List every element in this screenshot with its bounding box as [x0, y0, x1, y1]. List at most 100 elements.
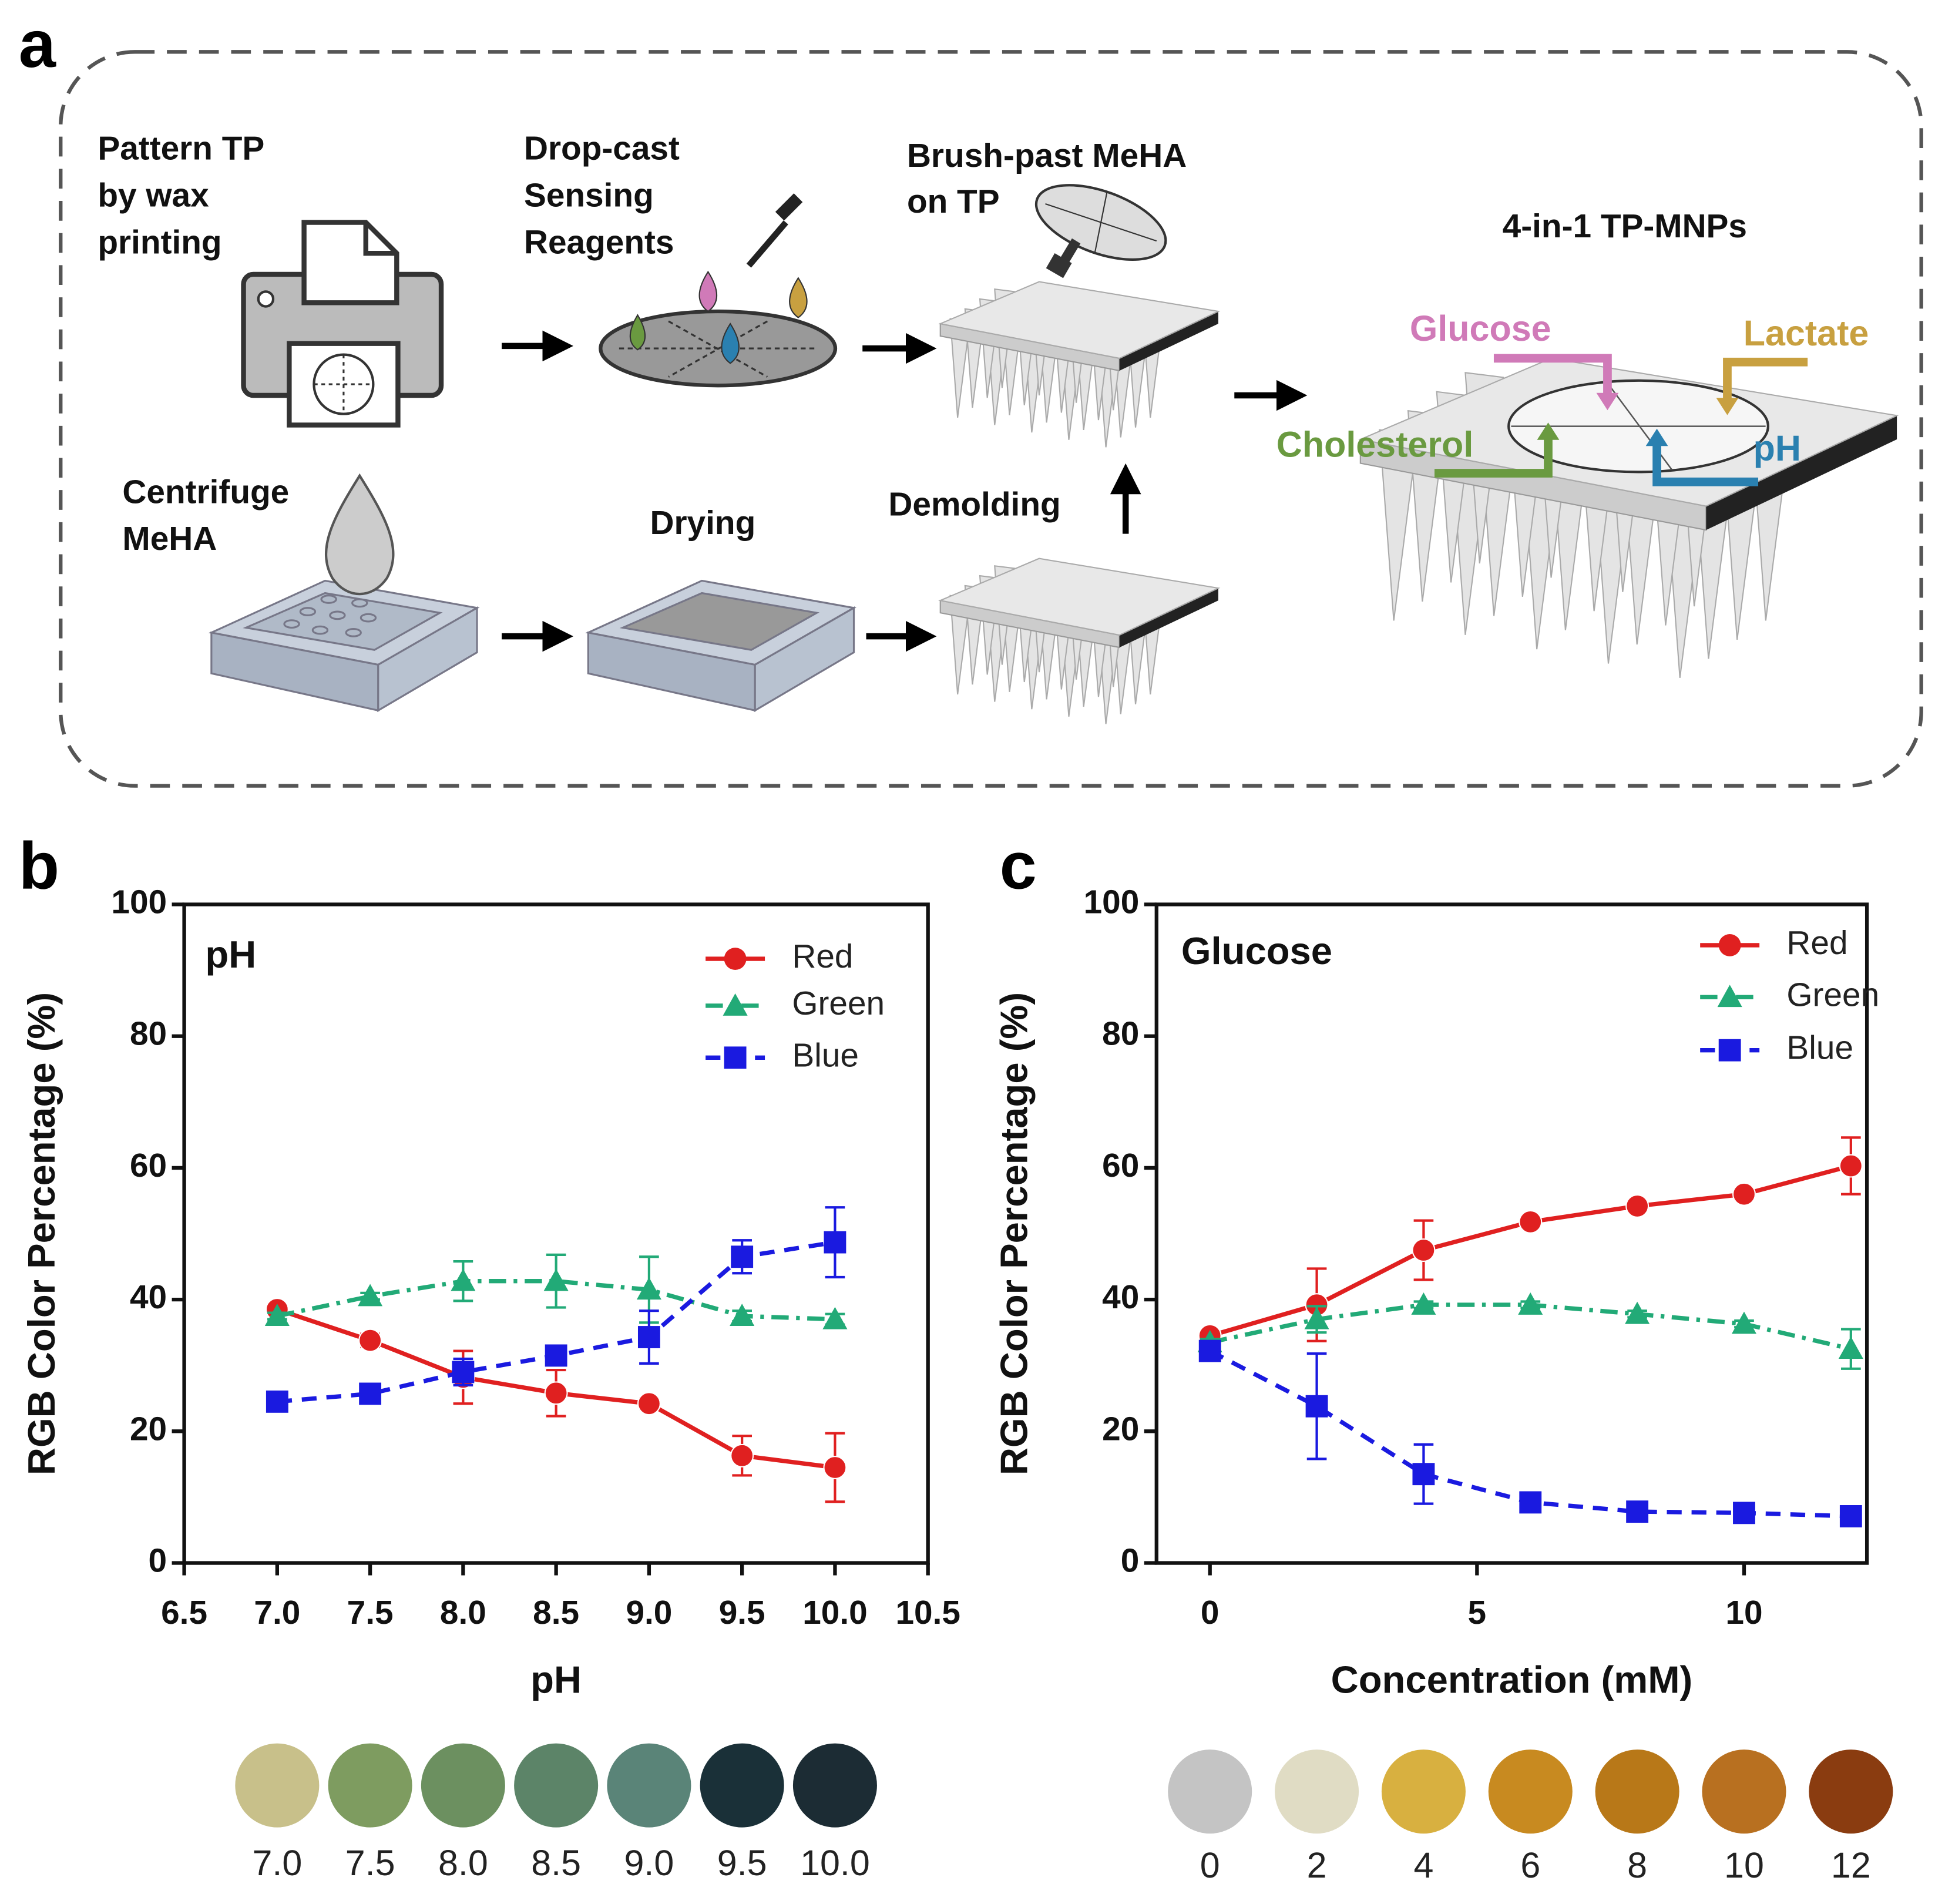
patch-top: [938, 558, 1221, 636]
flow-arrows: [502, 330, 1308, 652]
data-point: [730, 1443, 754, 1468]
y-tick-label: 20: [1102, 1411, 1139, 1448]
legend-marker: [724, 1046, 747, 1069]
step-label: on TP: [907, 183, 1000, 220]
y-axis-label: RGB Color Percentage (%): [20, 992, 63, 1475]
data-point: [358, 1328, 382, 1352]
y-tick-label: 40: [130, 1279, 167, 1316]
data-point: [1304, 1307, 1329, 1329]
droplet: [324, 473, 395, 596]
legend-marker: [724, 948, 747, 970]
swatch-label: 9.5: [717, 1843, 767, 1883]
swatch-label: 10: [1724, 1845, 1764, 1885]
analyte-arrowhead: [1537, 422, 1560, 440]
data-point: [1838, 1337, 1863, 1359]
color-swatch: [1488, 1749, 1573, 1834]
data-point: [543, 1268, 569, 1291]
swatch-label: 8: [1627, 1845, 1647, 1885]
data-point: [266, 1390, 288, 1413]
color-swatch: [235, 1743, 320, 1828]
data-point: [1518, 1292, 1543, 1315]
step-label: Pattern TP: [98, 130, 264, 167]
color-swatch: [1702, 1749, 1786, 1834]
y-tick-label: 100: [1084, 884, 1140, 921]
data-point: [358, 1284, 383, 1307]
data-point: [451, 1268, 476, 1291]
legend-label: Green: [792, 985, 885, 1022]
x-tick-label: 0: [1201, 1594, 1220, 1631]
analyte-arrow: [1435, 435, 1553, 478]
y-tick-label: 0: [1121, 1543, 1140, 1580]
data-point: [359, 1382, 382, 1405]
data-point: [1412, 1238, 1436, 1262]
data-point: [1412, 1463, 1435, 1486]
analyte-label: Lactate: [1743, 313, 1869, 353]
x-tick-label: 10: [1725, 1594, 1762, 1631]
color-swatch: [792, 1743, 877, 1828]
data-point: [1411, 1292, 1436, 1315]
data-point: [637, 1326, 660, 1348]
analyte-label: Cholesterol: [1276, 424, 1473, 464]
analyte-arrowhead: [1645, 428, 1668, 446]
data-point: [1839, 1505, 1862, 1527]
reagent-dish: [599, 193, 838, 388]
data-point: [822, 1307, 848, 1329]
mold-dried: [585, 579, 857, 713]
swatch-label: 10.0: [800, 1843, 870, 1883]
swatch-label: 8.5: [531, 1843, 581, 1883]
color-swatch: [1809, 1749, 1893, 1834]
x-tick-label: 10.5: [895, 1594, 960, 1631]
legend-label: Blue: [792, 1037, 859, 1074]
product-title: 4-in-1 TP-MNPs: [1503, 208, 1747, 245]
data-point: [636, 1277, 661, 1300]
analyte-arrow: [1723, 357, 1808, 403]
x-tick-label: 7.5: [347, 1594, 394, 1631]
data-point: [730, 1304, 755, 1326]
y-axis-label: RGB Color Percentage (%): [992, 992, 1035, 1475]
step-label: printing: [98, 224, 221, 261]
color-swatch: [1168, 1749, 1252, 1834]
data-point: [823, 1455, 847, 1479]
panel-border: [59, 50, 1923, 788]
step-label: Drying: [650, 505, 755, 542]
step-label: Demolding: [888, 486, 1060, 523]
patch-top: [938, 281, 1221, 360]
legend-label: Green: [1786, 976, 1879, 1013]
legend-label: Red: [792, 938, 853, 975]
legend-marker: [723, 993, 748, 1016]
swatch-label: 4: [1413, 1845, 1433, 1885]
plot-frame: [1154, 902, 1869, 1565]
analyte-label: pH: [1753, 428, 1801, 468]
swatch-label: 0: [1200, 1845, 1220, 1885]
color-swatch: [1595, 1749, 1679, 1834]
data-point: [1625, 1301, 1650, 1324]
patch-edge: [1706, 415, 1897, 530]
step-label: Drop-cast: [524, 130, 680, 167]
color-swatch: [1275, 1749, 1359, 1834]
color-swatch: [700, 1743, 784, 1828]
patch-edge: [1119, 311, 1218, 371]
color-swatch: [514, 1743, 599, 1828]
panel-label: b: [19, 829, 59, 904]
analyte-arrow: [1493, 354, 1612, 398]
step-label: by wax: [98, 177, 209, 214]
data-point: [1519, 1210, 1543, 1234]
x-tick-label: 8.5: [533, 1594, 579, 1631]
swatch-label: 7.5: [345, 1843, 395, 1883]
x-tick-label: 10.0: [802, 1594, 867, 1631]
swatch-label: 6: [1520, 1845, 1540, 1885]
swatch-label: 8.0: [438, 1843, 488, 1883]
annotation: Glucose: [1181, 929, 1332, 972]
y-tick-label: 80: [130, 1016, 167, 1053]
data-point: [1625, 1194, 1650, 1218]
data-point: [264, 1304, 290, 1326]
annotation: pH: [205, 933, 256, 976]
y-tick-label: 80: [1102, 1016, 1139, 1053]
patch-edge: [1119, 588, 1218, 648]
data-point: [1198, 1339, 1221, 1362]
data-point: [1733, 1502, 1755, 1524]
color-swatch: [421, 1743, 505, 1828]
legend-label: Blue: [1786, 1030, 1853, 1067]
step-label: Reagents: [524, 224, 674, 261]
